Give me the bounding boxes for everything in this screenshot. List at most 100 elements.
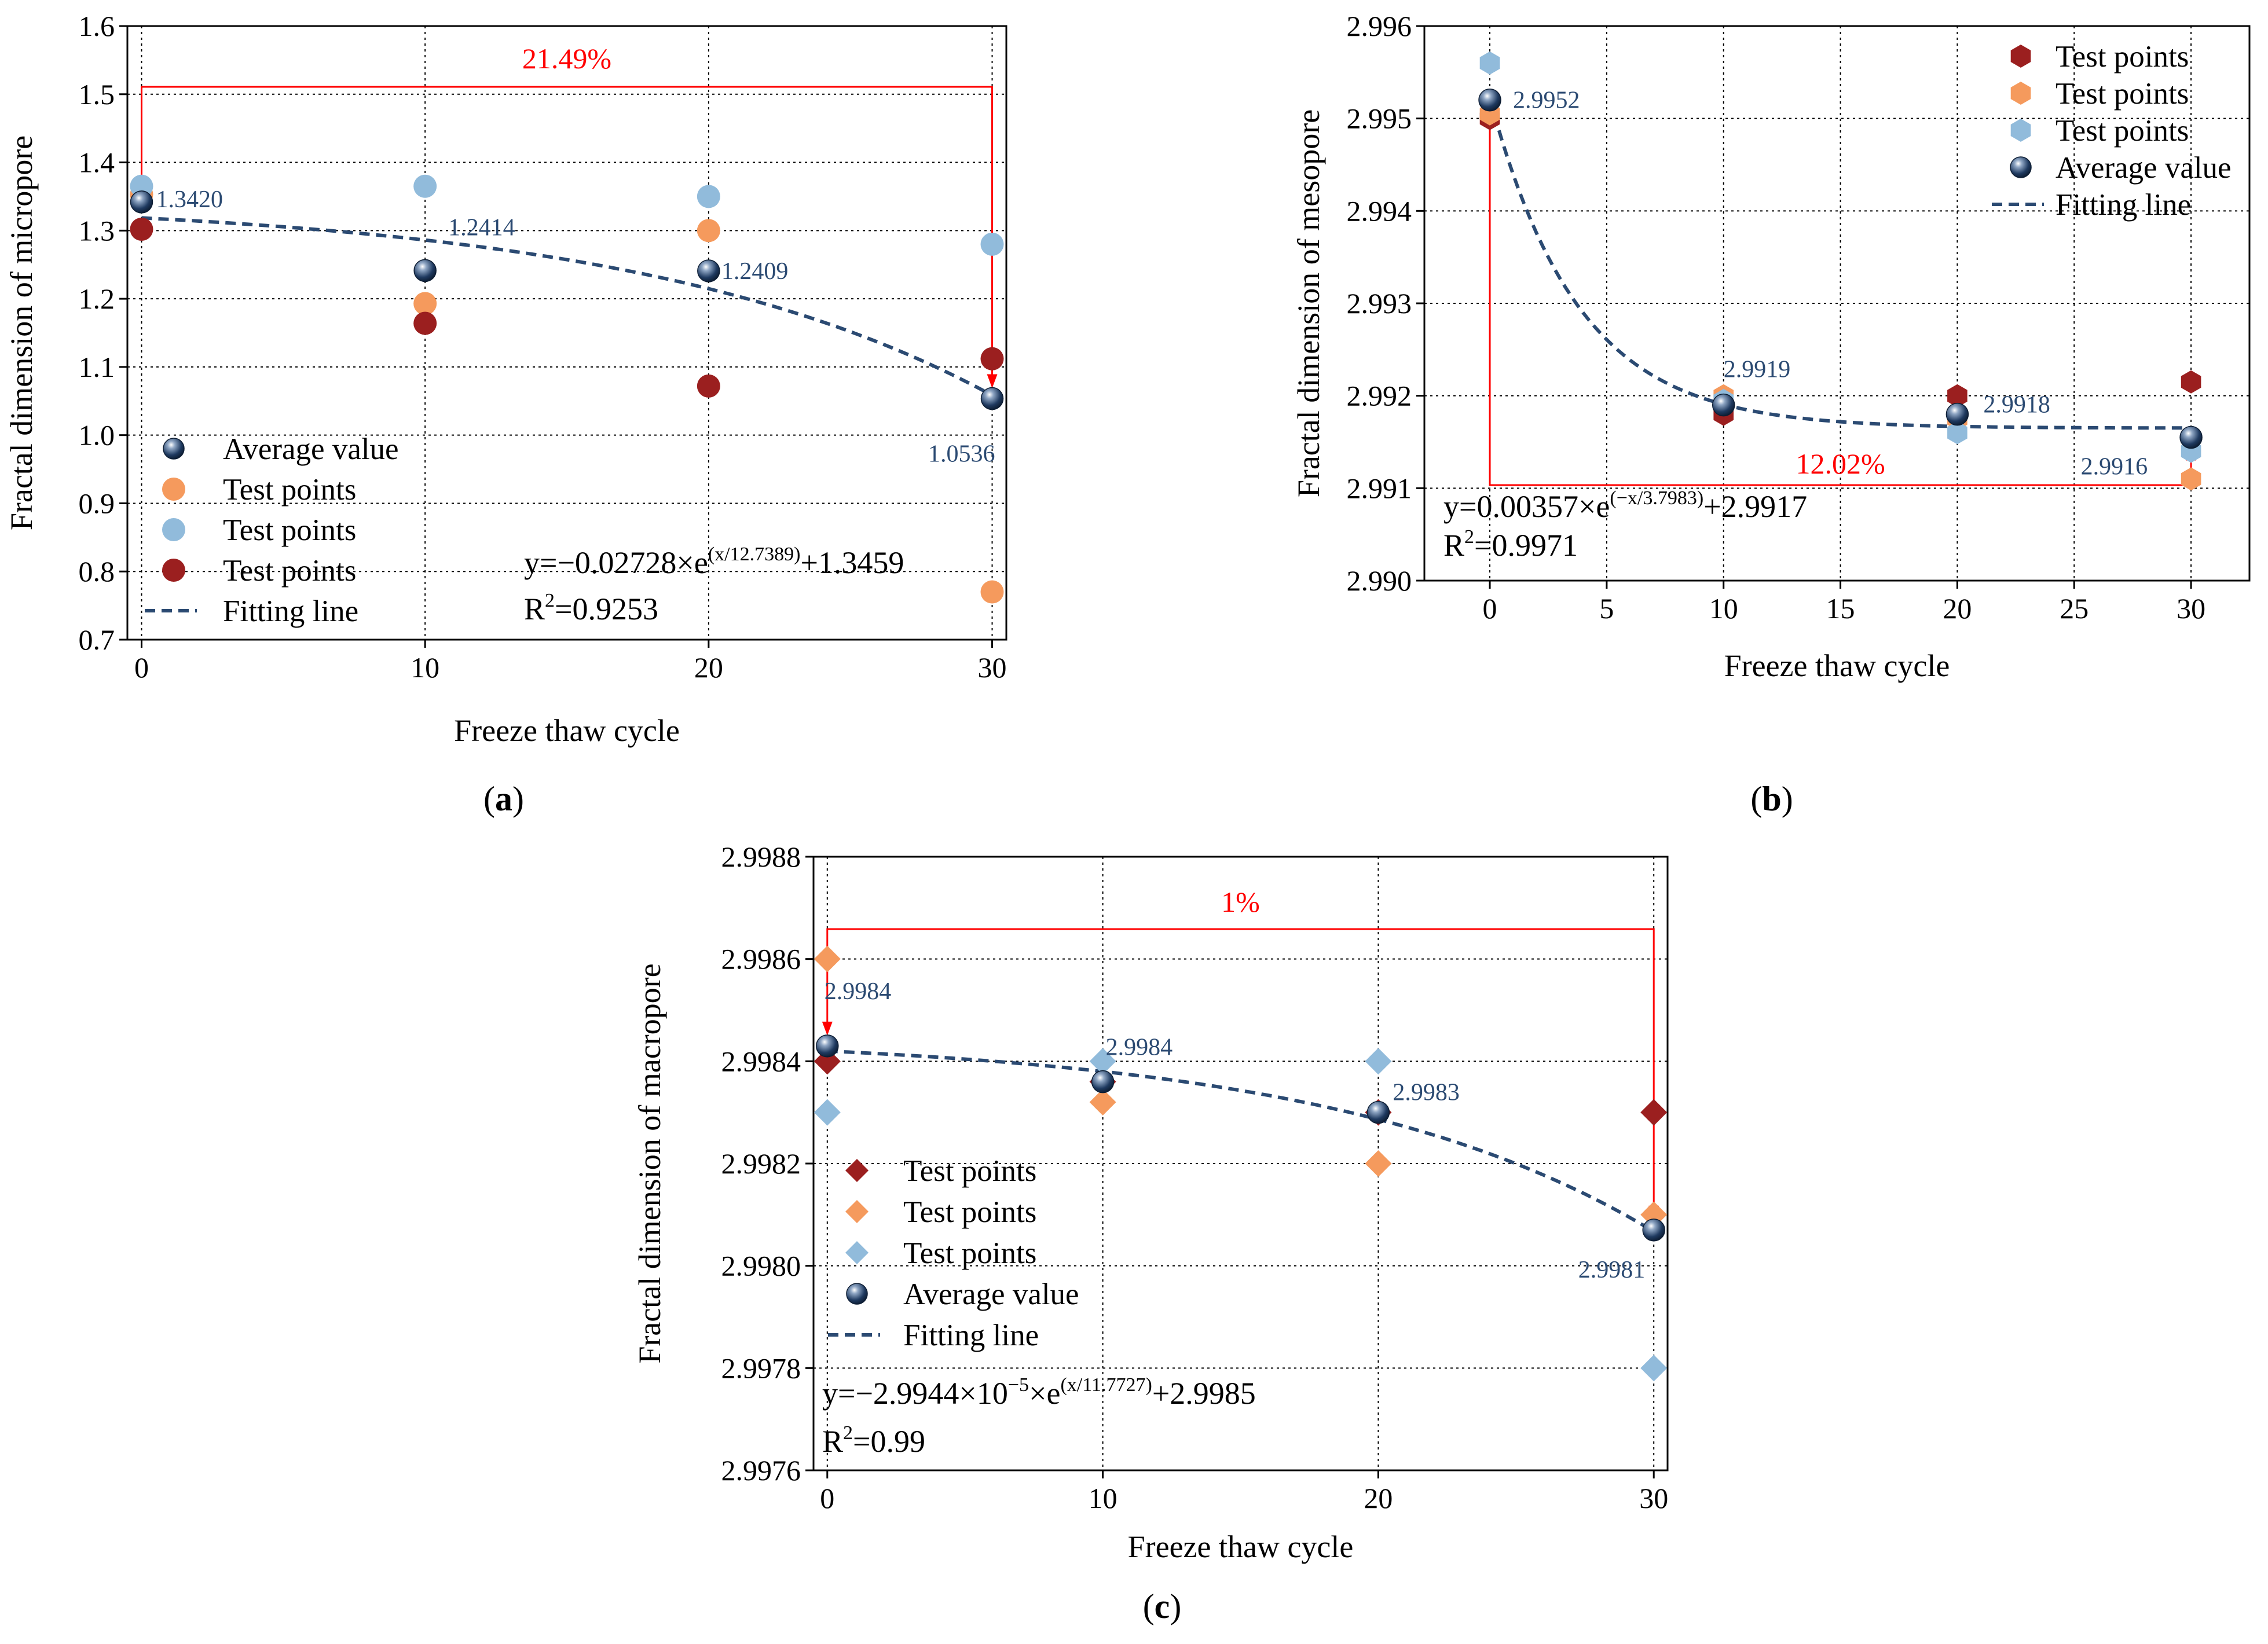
fit-equation: y=0.00357×e(−x/3.7983)+2.9917 — [1443, 487, 1807, 524]
plot-frame — [126, 25, 1007, 641]
average-value-label: 2.9918 — [1983, 392, 2050, 419]
change-arrowhead — [987, 374, 998, 388]
change-percent-label: 12.02% — [1796, 447, 1885, 480]
average-point — [1712, 393, 1735, 417]
test-point — [1947, 384, 1967, 408]
y-axis-label: Fractal dimension of micropore — [4, 135, 39, 530]
average-point — [1642, 1219, 1665, 1242]
legend-label: Test points — [2056, 77, 2189, 111]
test-point — [2181, 467, 2201, 491]
average-point — [2179, 425, 2203, 449]
fit-equation: y=−2.9944×10−5×e(x/11.7727)+2.9985 — [822, 1374, 1256, 1411]
x-tick-label: 10 — [411, 651, 439, 684]
y-axis-label: Fractal dimension of macropore — [632, 963, 667, 1363]
legend-label: Fitting line — [223, 595, 358, 628]
legend-marker — [846, 1283, 868, 1305]
test-point — [130, 174, 153, 198]
legend-label: Average value — [223, 432, 399, 466]
x-tick-label: 30 — [978, 651, 1007, 684]
x-tick-label: 20 — [694, 651, 723, 684]
test-point — [413, 292, 437, 315]
average-point — [1366, 1100, 1390, 1124]
legend-marker — [2010, 82, 2031, 105]
chart-panel-a: 0 10 20 30 0.7 0.8 0.9 1.0 1.1 1.2 1.3 1.4 1.5 1.6 Fre… — [4, 10, 1007, 818]
average-point — [980, 387, 1004, 410]
chart-panel-b: 0 5 10 15 20 25 30 2.990 2.991 2.992 2.993 2.994 2.9… — [1291, 10, 2251, 818]
fit-r-squared: R2=0.99 — [822, 1422, 925, 1459]
legend-label: Test points — [903, 1195, 1036, 1229]
average-value-label: 1.0536 — [928, 441, 995, 468]
legend-marker — [162, 518, 185, 541]
average-value-label: 1.2414 — [448, 214, 515, 241]
average-point — [1091, 1070, 1115, 1093]
y-tick-label: 2.9988 — [721, 841, 801, 873]
test-point — [1640, 1355, 1668, 1382]
average-value-label: 2.9952 — [1513, 87, 1580, 114]
legend-label: Test points — [903, 1154, 1036, 1188]
test-point — [980, 580, 1004, 604]
x-tick-label: 10 — [1709, 592, 1738, 625]
y-tick-label: 0.7 — [79, 623, 115, 656]
test-point — [413, 174, 437, 198]
x-tick-label: 0 — [820, 1482, 834, 1514]
fit-r-squared: R2=0.9253 — [524, 590, 658, 626]
average-point — [816, 1034, 839, 1058]
average-value-label: 1.2409 — [721, 258, 789, 285]
legend-marker — [2010, 45, 2031, 68]
legend-label: Fitting line — [903, 1319, 1039, 1352]
test-point — [2181, 370, 2201, 394]
panel-caption: (c) — [1143, 1587, 1182, 1625]
x-tick-label: 0 — [1483, 592, 1497, 625]
x-tick-label: 15 — [1826, 592, 1855, 625]
average-value-label: 2.9983 — [1393, 1080, 1460, 1106]
x-tick-label: 30 — [1639, 1482, 1668, 1514]
legend-marker — [845, 1200, 869, 1223]
legend-label: Average value — [2056, 151, 2232, 185]
legend-marker — [2010, 119, 2031, 142]
legend-label: Test points — [2056, 114, 2189, 148]
test-point — [1640, 1099, 1668, 1126]
test-point — [697, 219, 720, 243]
y-tick-label: 2.995 — [1347, 102, 1412, 135]
average-point — [1945, 402, 1969, 426]
y-tick-label: 1.5 — [79, 78, 115, 111]
y-tick-label: 2.9986 — [721, 943, 801, 975]
test-point — [1365, 1048, 1392, 1075]
fitting-line — [827, 1049, 1655, 1233]
legend-label: Test points — [903, 1236, 1036, 1270]
fitting-line — [1488, 97, 2192, 430]
y-tick-label: 1.3 — [79, 214, 115, 247]
y-tick-label: 1.4 — [79, 146, 115, 179]
test-point — [980, 232, 1004, 256]
legend-marker — [162, 478, 185, 501]
panel-caption: (a) — [483, 780, 524, 818]
average-point — [1478, 88, 1501, 112]
y-tick-label: 1.0 — [79, 419, 115, 452]
legend-label: Test points — [223, 473, 356, 507]
x-tick-label: 30 — [2177, 592, 2205, 625]
x-tick-label: 25 — [2060, 592, 2089, 625]
legend-label: Fitting line — [2056, 188, 2191, 222]
legend-label: Average value — [903, 1278, 1079, 1311]
legend-marker — [845, 1241, 869, 1264]
change-arrowhead — [822, 1021, 833, 1036]
change-bracket — [1489, 112, 2192, 486]
x-tick-label: 20 — [1364, 1482, 1393, 1514]
y-tick-label: 0.8 — [79, 555, 115, 588]
y-tick-label: 2.993 — [1347, 287, 1412, 320]
average-value-label: 2.9916 — [2081, 454, 2148, 480]
y-tick-label: 2.9978 — [721, 1352, 801, 1384]
test-point — [130, 217, 153, 241]
legend-marker — [162, 559, 185, 582]
y-tick-label: 0.9 — [79, 487, 115, 519]
average-value-label: 2.9984 — [825, 978, 892, 1005]
y-tick-label: 1.2 — [79, 282, 115, 315]
legend-label: Test points — [223, 513, 356, 547]
y-axis-label: Fractal dimension of mesopore — [1291, 109, 1326, 497]
y-tick-label: 2.996 — [1347, 10, 1412, 42]
x-axis-label: Freeze thaw cycle — [1128, 1529, 1354, 1564]
average-value-label: 2.9984 — [1106, 1034, 1173, 1061]
y-tick-label: 2.9982 — [721, 1147, 801, 1180]
test-point — [1479, 51, 1500, 75]
